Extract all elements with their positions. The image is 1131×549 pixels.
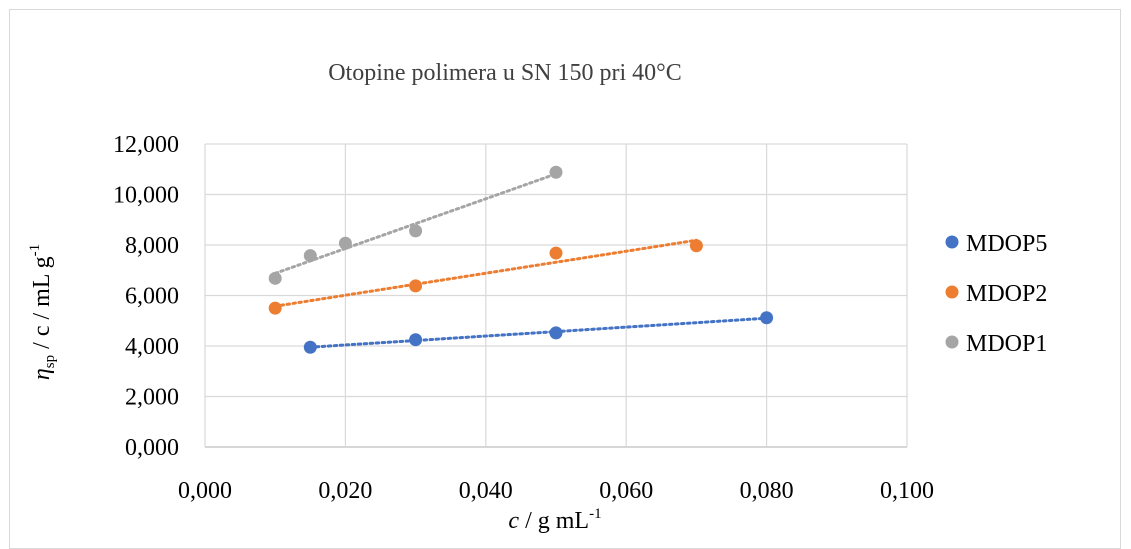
legend-label-mdop5: MDOP5: [966, 231, 1047, 257]
y-tick-label: 0,000: [125, 435, 179, 461]
legend-marker-mdop2: [945, 285, 959, 299]
data-point-mdop1: [338, 236, 352, 250]
y-tick-labels: 0,000 2,000 4,000 6,000 8,000 10,000 12,000: [113, 132, 179, 461]
y-axis-title: ηsp / c / mL g-1: [27, 244, 58, 380]
data-point-mdop2: [549, 246, 563, 260]
data-point-mdop1: [549, 165, 563, 179]
chart-svg: Otopine polimera u SN 150 pri 40°C 0,000…: [27, 60, 1047, 534]
x-tick-label: 0,080: [740, 478, 794, 504]
grid-layer: [204, 143, 908, 448]
trendline-mdop1: [273, 172, 558, 275]
data-point-mdop5: [760, 311, 774, 325]
x-tick-label: 0,000: [178, 478, 232, 504]
trendline-mdop5: [308, 316, 769, 349]
legend: MDOP5 MDOP2 MDOP1: [945, 231, 1047, 357]
y-tick-label: 10,000: [113, 183, 179, 209]
y-tick-label: 2,000: [125, 385, 179, 411]
x-tick-label: 0,060: [599, 478, 653, 504]
data-point-mdop1: [303, 249, 317, 263]
x-tick-label: 0,020: [318, 478, 372, 504]
y-tick-label: 8,000: [125, 233, 179, 259]
data-point-mdop5: [409, 333, 423, 347]
data-point-mdop2: [409, 279, 423, 293]
legend-marker-mdop5: [945, 235, 959, 249]
legend-label-mdop2: MDOP2: [966, 281, 1047, 307]
y-tick-label: 4,000: [125, 334, 179, 360]
data-point-mdop5: [303, 340, 317, 354]
y-tick-label: 6,000: [125, 284, 179, 310]
trendline-mdop2: [273, 238, 698, 308]
data-point-mdop1: [409, 224, 423, 238]
data-point-layer: [268, 165, 774, 354]
data-point-mdop2: [689, 239, 703, 253]
x-tick-label: 0,040: [459, 478, 513, 504]
data-point-mdop2: [268, 301, 282, 315]
x-axis-title: c / g mL-1: [508, 506, 601, 534]
data-point-mdop5: [549, 326, 563, 340]
chart-title: Otopine polimera u SN 150 pri 40°C: [328, 60, 682, 86]
data-point-mdop1: [268, 271, 282, 285]
legend-label-mdop1: MDOP1: [966, 331, 1047, 357]
x-tick-labels: 0,000 0,020 0,040 0,060 0,080 0,100: [178, 478, 934, 504]
trendline-layer: [273, 172, 769, 349]
y-tick-label: 12,000: [113, 132, 179, 158]
x-tick-label: 0,100: [880, 478, 934, 504]
legend-marker-mdop1: [945, 335, 959, 349]
